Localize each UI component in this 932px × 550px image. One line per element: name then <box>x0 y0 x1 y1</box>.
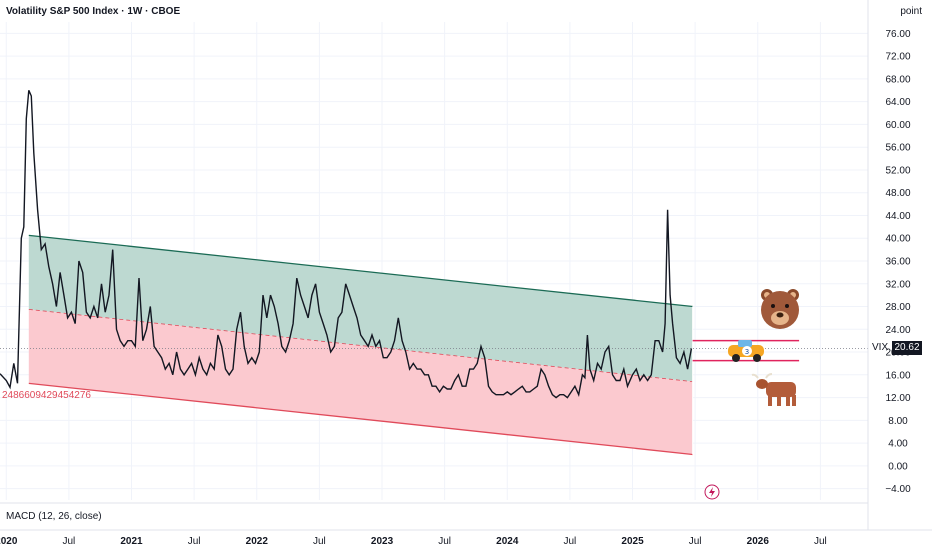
vix-series-line[interactable] <box>0 90 693 399</box>
price-tick-label: 36.00 <box>885 257 910 268</box>
time-tick-label: 2023 <box>371 536 394 547</box>
price-tag: VIX 20.62 <box>868 341 922 355</box>
price-tick-label: 64.00 <box>885 97 910 108</box>
price-tick-label: 68.00 <box>885 74 910 85</box>
time-tick-label: 2026 <box>747 536 770 547</box>
time-tick-label: 2025 <box>621 536 644 547</box>
price-tick-label: 8.00 <box>888 416 908 427</box>
channel-upper-zone <box>28 235 693 382</box>
price-tick-label: 0.00 <box>888 461 908 472</box>
price-tick-label: 60.00 <box>885 120 910 131</box>
price-tick-label: 48.00 <box>885 188 910 199</box>
channel-bottom-line <box>28 382 693 456</box>
time-tick-label: Jul <box>564 536 577 547</box>
time-axis[interactable]: 2020 Jul 2021 Jul 2022 Jul 2023 Jul 2024 Jul 2025 J… <box>0 536 827 547</box>
price-tick-label: 40.00 <box>885 234 910 245</box>
channel-top-line <box>28 234 693 308</box>
macd-indicator-label[interactable]: MACD (12, 26, close) <box>6 511 102 522</box>
chart-title: Volatility S&P 500 Index · 1W · CBOE <box>6 6 181 17</box>
race-car-icon: 3 <box>728 340 764 362</box>
price-tick-label: 16.00 <box>885 370 910 381</box>
svg-text:3: 3 <box>745 348 749 356</box>
price-tick-label: 4.00 <box>888 439 908 450</box>
time-tick-label: 2022 <box>246 536 269 547</box>
price-tick-label: −4.00 <box>885 484 911 495</box>
price-tick-label: 72.00 <box>885 52 910 63</box>
channel-mid-line <box>28 308 693 383</box>
time-tick-label: 2021 <box>120 536 143 547</box>
time-tick-label: Jul <box>814 536 827 547</box>
price-tick-label: 28.00 <box>885 302 910 313</box>
price-tick-label: 56.00 <box>885 143 910 154</box>
price-tag-value: 20.62 <box>892 341 922 355</box>
lightning-icon[interactable] <box>704 484 720 500</box>
price-unit-label: point <box>900 6 922 17</box>
time-tick-label: 2024 <box>496 536 519 547</box>
time-tick-label: 2020 <box>0 536 18 547</box>
price-tick-label: 44.00 <box>885 211 910 222</box>
price-tick-label: 24.00 <box>885 325 910 336</box>
channel-value-label: 2486609429454276 <box>2 390 91 401</box>
price-tick-label: 52.00 <box>885 165 910 176</box>
time-tick-label: Jul <box>689 536 702 547</box>
bear-icon <box>761 289 799 329</box>
price-tick-label: 76.00 <box>885 29 910 40</box>
price-tick-label: 12.00 <box>885 393 910 404</box>
price-axis[interactable]: 76.00 72.00 68.00 64.00 60.00 56.00 52.00 48.00… <box>885 29 911 495</box>
bull-icon <box>751 373 796 406</box>
price-tick-label: 32.00 <box>885 279 910 290</box>
time-tick-label: Jul <box>438 536 451 547</box>
channel-lower-zone <box>28 309 693 455</box>
price-tag-symbol: VIX <box>872 342 889 353</box>
time-tick-label: Jul <box>62 536 75 547</box>
regression-channel[interactable] <box>0 234 694 456</box>
time-tick-label: Jul <box>188 536 201 547</box>
time-tick-label: Jul <box>313 536 326 547</box>
